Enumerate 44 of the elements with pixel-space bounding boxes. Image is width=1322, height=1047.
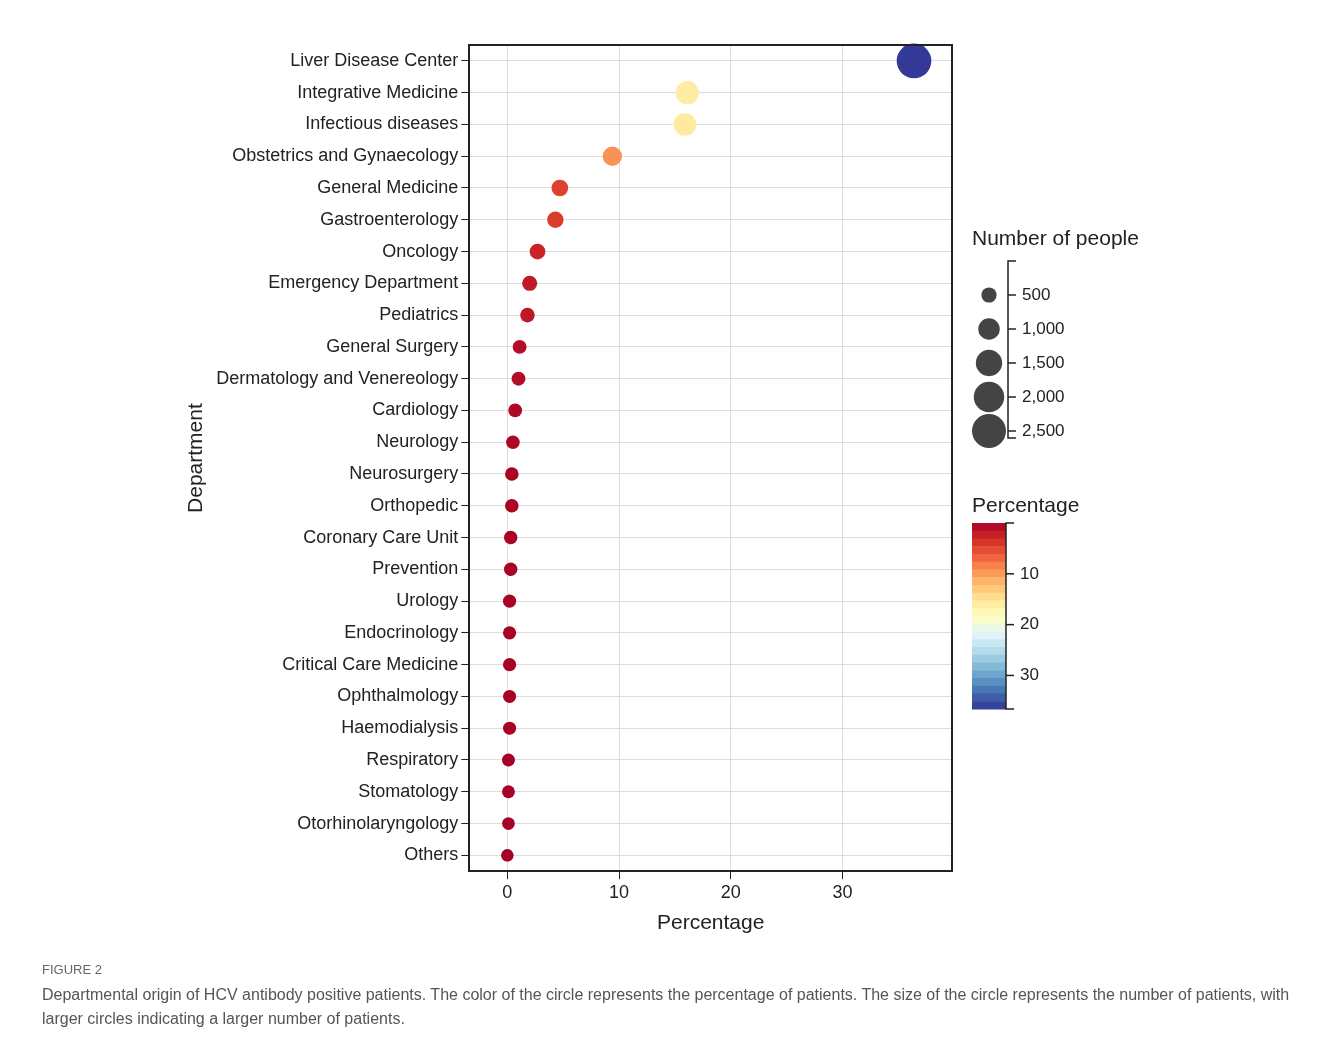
x-tick-label: 0 bbox=[502, 881, 513, 902]
color-bar-label: 10 bbox=[1020, 563, 1039, 583]
y-tick-label: Haemodialysis bbox=[341, 717, 459, 738]
legend-label: 1,000 bbox=[1022, 318, 1065, 338]
y-tick-label: General Medicine bbox=[317, 176, 459, 197]
y-tick-label: Gastroenterology bbox=[320, 208, 459, 229]
color-bar-label: 20 bbox=[1020, 614, 1039, 634]
y-tick-label: Others bbox=[404, 844, 459, 865]
color-bar-title: Percentage bbox=[972, 493, 1080, 516]
legend-label: 1,500 bbox=[1022, 352, 1065, 372]
y-tick-label: Neurosurgery bbox=[349, 462, 459, 483]
y-tick-label: Oncology bbox=[382, 240, 459, 261]
y-tick-label: Critical Care Medicine bbox=[282, 653, 459, 674]
x-tick-label: 30 bbox=[832, 881, 853, 902]
y-tick-label: Neurology bbox=[376, 431, 459, 452]
caption: FIGURE 2 bbox=[42, 962, 103, 977]
x-tick-label: 10 bbox=[609, 881, 630, 902]
y-tick-label: Endocrinology bbox=[344, 621, 459, 642]
y-tick-label: Stomatology bbox=[358, 780, 459, 801]
legend-title: Number of people bbox=[972, 226, 1139, 249]
x-axis-title: Percentage bbox=[656, 910, 765, 934]
y-tick-label: Emergency Department bbox=[268, 272, 459, 293]
y-tick-label: Otorhinolaryngology bbox=[297, 812, 459, 833]
y-tick-label: Ophthalmology bbox=[337, 685, 459, 706]
y-axis-title: Department bbox=[183, 403, 207, 513]
text: Departmental origin of HCV antibody positive patients. The color of the circle represents the percentage of patients. The size of the circle represents the number of patients, with larger circles indicating a larger number of patients. bbox=[42, 985, 1291, 1029]
y-tick-label: Dermatology and Venereology bbox=[216, 367, 459, 388]
y-tick-label: Respiratory bbox=[366, 748, 459, 769]
y-tick-label: Integrative Medicine bbox=[297, 81, 459, 102]
y-tick-label: Cardiology bbox=[372, 399, 459, 420]
y-tick-label: Infectious diseases bbox=[305, 113, 459, 134]
y-tick-label: Obstetrics and Gynaecology bbox=[232, 145, 459, 166]
y-tick-label: Liver Disease Center bbox=[290, 49, 459, 70]
y-tick-label: Prevention bbox=[372, 558, 459, 579]
legend-label: 2,000 bbox=[1022, 386, 1065, 406]
legend-label: 2,500 bbox=[1022, 420, 1065, 440]
y-tick-label: Coronary Care Unit bbox=[303, 526, 459, 547]
y-tick-label: General Surgery bbox=[326, 335, 459, 356]
x-tick-label: 20 bbox=[720, 881, 741, 902]
y-tick-label: Pediatrics bbox=[379, 304, 459, 325]
color-bar-label: 30 bbox=[1020, 665, 1039, 685]
y-tick-label: Urology bbox=[396, 590, 459, 611]
legend-label: 500 bbox=[1022, 284, 1051, 304]
y-tick-label: Orthopedic bbox=[370, 494, 459, 515]
